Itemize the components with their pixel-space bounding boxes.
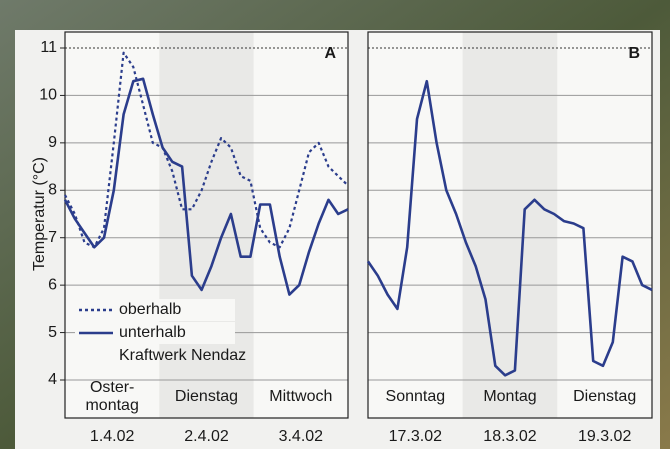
day-label: Oster-montag	[85, 379, 138, 414]
date-label: 1.4.02	[90, 428, 135, 445]
y-tick-label: 10	[39, 87, 57, 104]
day-label: Dienstag	[175, 388, 238, 405]
date-label: 19.3.02	[578, 428, 631, 445]
series-line	[64, 51, 349, 249]
series-line	[63, 77, 349, 296]
y-tick-label: 7	[48, 229, 57, 246]
day-band	[159, 32, 254, 418]
y-tick-label: 9	[48, 134, 57, 151]
y-axis-label: Temperatur (°C)	[31, 157, 48, 271]
panel-label: B	[628, 45, 640, 62]
y-tick-label: 11	[40, 39, 57, 56]
y-tick-label: 5	[48, 324, 57, 341]
y-tick-label: 4	[48, 371, 57, 388]
y-tick-label: 6	[48, 276, 57, 293]
day-band	[65, 32, 160, 418]
day-label: Dienstag	[573, 388, 636, 405]
day-label: Sonntag	[386, 388, 446, 405]
legend-bg	[75, 299, 235, 321]
legend-bg	[75, 322, 235, 344]
series-line	[366, 79, 653, 377]
legend-note: Kraftwerk Nendaz	[119, 347, 246, 364]
day-band	[557, 32, 652, 418]
y-tick-label: 8	[48, 182, 57, 199]
day-label: Mittwoch	[269, 388, 332, 405]
date-label: 2.4.02	[184, 428, 229, 445]
legend-label: oberhalb	[119, 301, 181, 318]
day-band	[368, 32, 463, 418]
day-label: Montag	[483, 388, 536, 405]
day-band	[462, 32, 558, 418]
legend-label: unterhalb	[119, 324, 186, 341]
date-label: 18.3.02	[483, 428, 536, 445]
plot-frame	[64, 31, 349, 419]
day-band	[253, 32, 348, 418]
panel-label: A	[324, 45, 336, 62]
date-label: 3.4.02	[279, 428, 324, 445]
date-label: 17.3.02	[389, 428, 442, 445]
plot-frame	[367, 31, 653, 419]
